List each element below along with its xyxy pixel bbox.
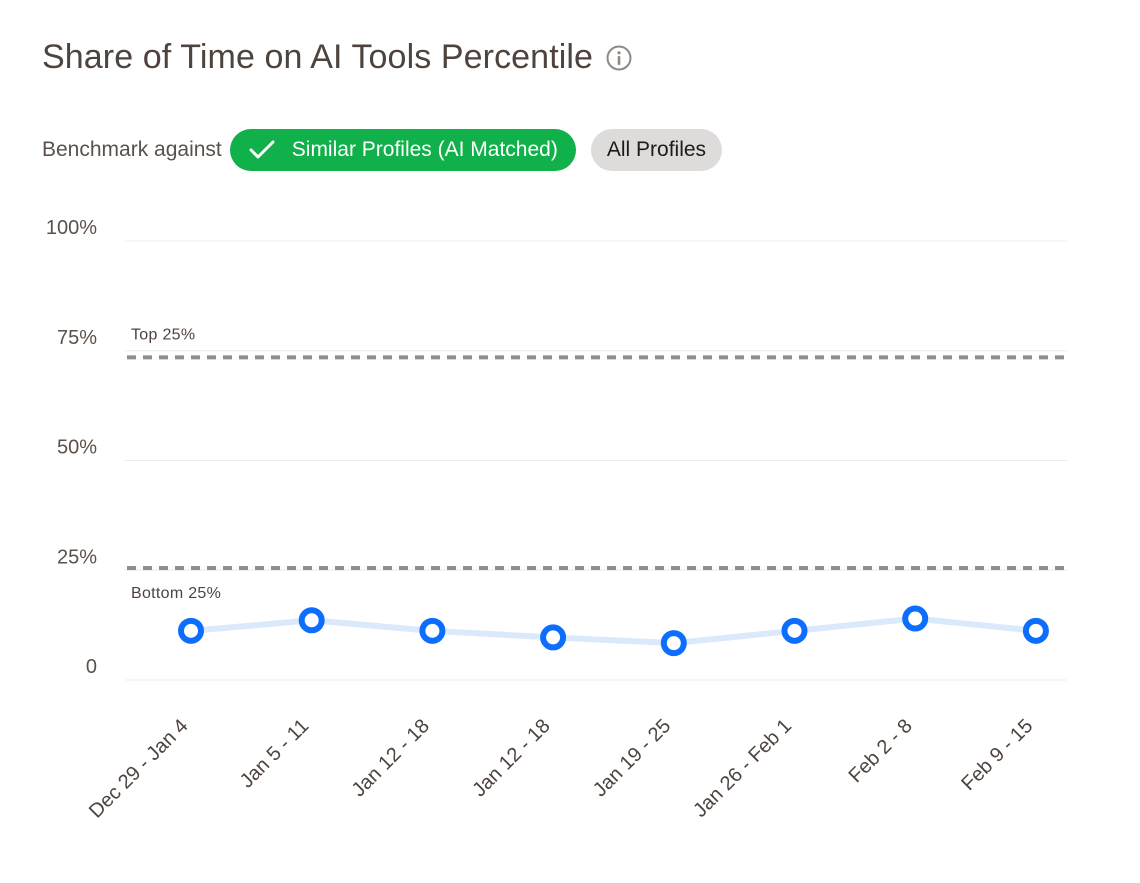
series-line [188,615,1039,647]
y-tick-label: 50% [57,437,97,459]
data-point [178,617,204,644]
x-tick-label: Feb 2 - 8 [845,715,917,787]
reference-lines: Top 25% Bottom 25% [127,326,1067,602]
y-tick-label: 100% [46,217,97,239]
data-point [781,617,808,644]
similar-profiles-label: Similar Profiles (AI Matched) [291,138,558,161]
x-tick-label: Dec 29 - Jan 4 [85,715,193,823]
x-tick-label: Jan 12 - 18 [468,715,554,801]
benchmark-selector: Benchmark against Similar Profiles (AI M… [42,129,723,171]
y-tick-label: 25% [57,546,97,568]
similar-profiles-button[interactable]: Similar Profiles (AI Matched) [229,129,576,171]
title-row: Share of Time on AI Tools Percentile [42,38,633,77]
data-point [419,617,446,644]
y-tick-label: 75% [57,327,97,349]
y-axis-ticks: 0 25% 50% 75% 100% [46,217,97,678]
x-tick-label: Jan 19 - 25 [589,715,675,801]
reference-label-bottom: Bottom 25% [131,585,221,602]
x-tick-label: Jan 26 - Feb 1 [689,715,796,822]
all-profiles-button[interactable]: All Profiles [590,129,723,171]
x-tick-label: Jan 5 - 11 [236,715,313,792]
chart-title: Share of Time on AI Tools Percentile [42,38,594,76]
data-point [540,624,567,651]
benchmark-label: Benchmark against [42,138,222,161]
y-tick-label: 0 [86,656,97,678]
data-point [298,607,325,634]
data-point [660,630,687,657]
data-point [902,605,929,632]
info-circle-icon[interactable] [605,44,633,72]
all-profiles-label: All Profiles [606,138,707,161]
x-tick-label: Jan 12 - 18 [348,715,434,801]
gridlines [125,240,1067,681]
check-icon [248,139,276,161]
x-tick-label: Feb 9 - 15 [957,715,1037,795]
x-axis-ticks: Dec 29 - Jan 4 Jan 5 - 11 Jan 12 - 18 Jan 1… [85,715,1037,823]
data-point [1022,617,1049,644]
series [178,605,1049,657]
reference-label-top: Top 25% [131,326,195,343]
